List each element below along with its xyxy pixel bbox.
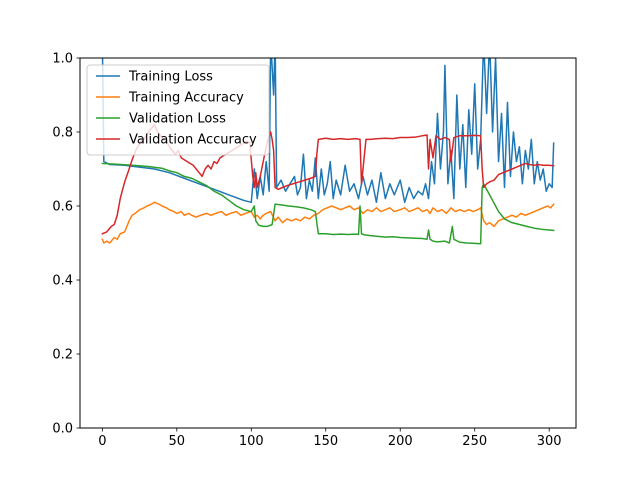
x-tick-label: 100 bbox=[239, 434, 264, 449]
x-tick-label: 150 bbox=[313, 434, 338, 449]
legend-label-validation-accuracy: Validation Accuracy bbox=[129, 133, 257, 148]
x-axis: 0 50 100 150 200 250 300 bbox=[98, 428, 562, 449]
y-tick-label: 0.0 bbox=[52, 422, 73, 437]
x-tick-label: 50 bbox=[169, 434, 186, 449]
y-tick-label: 0.4 bbox=[52, 274, 73, 289]
series-line-training-accuracy bbox=[101, 201, 555, 244]
x-tick-label: 0 bbox=[98, 434, 106, 449]
legend: Training Loss Training Accuracy Validation… bbox=[86, 64, 270, 156]
y-tick-label: 0.6 bbox=[52, 200, 73, 215]
legend-box bbox=[86, 64, 270, 156]
y-tick-label: 1.0 bbox=[52, 52, 73, 67]
legend-label-training-loss: Training Loss bbox=[128, 70, 213, 85]
y-tick-label: 0.2 bbox=[52, 348, 73, 363]
y-axis: 0.0 0.2 0.4 0.6 0.8 1.0 bbox=[52, 52, 80, 437]
series-line-validation-loss bbox=[101, 162, 555, 245]
x-tick-label: 250 bbox=[462, 434, 487, 449]
plot-frame bbox=[79, 57, 577, 429]
legend-label-validation-loss: Validation Loss bbox=[129, 112, 226, 127]
x-tick-label: 200 bbox=[388, 434, 413, 449]
x-tick-label: 300 bbox=[537, 434, 562, 449]
legend-label-training-accuracy: Training Accuracy bbox=[128, 91, 244, 106]
y-tick-label: 0.8 bbox=[52, 126, 73, 141]
series-line-training-loss bbox=[101, 58, 555, 204]
